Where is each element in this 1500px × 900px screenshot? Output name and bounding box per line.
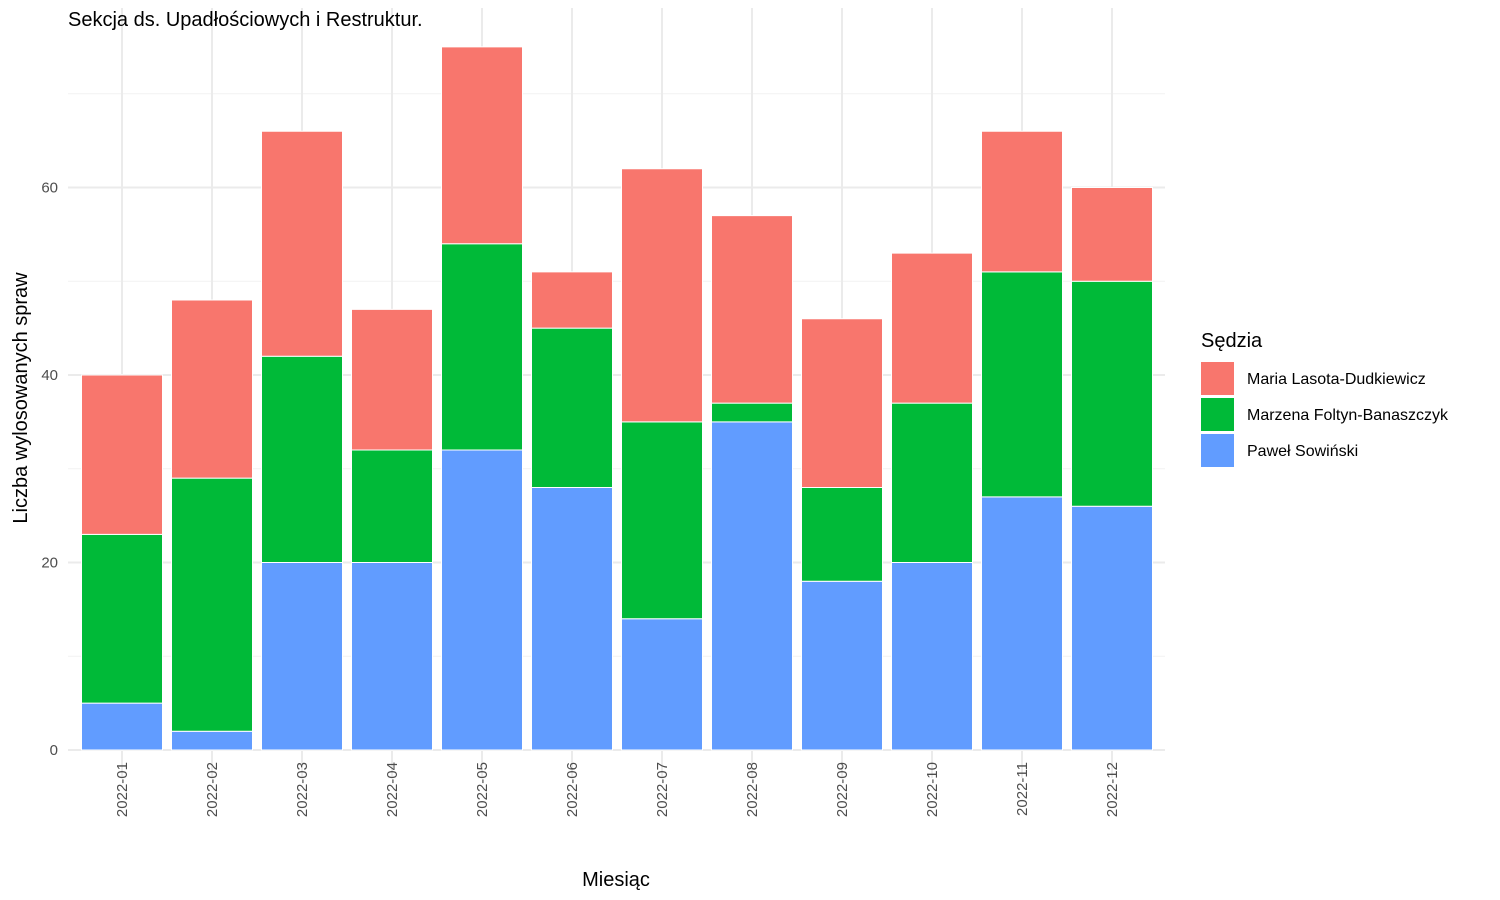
x-tick-label: 2022-02 <box>204 762 221 817</box>
y-axis-title: Liczba wylosowanych spraw <box>10 272 32 524</box>
x-axis-title: Miesiąc <box>582 869 650 891</box>
x-tick-label: 2022-01 <box>114 762 131 817</box>
bar-segment <box>171 299 253 479</box>
bar-segment <box>441 243 523 451</box>
legend-items: Maria Lasota-Dudkiewicz Marzena Foltyn-Ba… <box>1201 362 1449 467</box>
legend-label: Marzena Foltyn-Banaszczyk <box>1247 407 1449 424</box>
x-tick-label: 2022-06 <box>564 762 581 817</box>
bar-segment <box>891 402 973 563</box>
legend: Sędzia Maria Lasota-Dudkiewicz Marzena Fo… <box>1201 330 1449 467</box>
bar-segment <box>531 327 613 488</box>
x-tick-label: 2022-08 <box>744 762 761 817</box>
y-tick-label: 60 <box>41 180 58 197</box>
bar-segment <box>711 421 793 751</box>
bar-segment <box>621 421 703 620</box>
bar-segment <box>531 271 613 329</box>
bar-segment <box>801 318 883 488</box>
bar-segment <box>261 130 343 357</box>
bar-segment <box>1071 187 1153 282</box>
bar-segment <box>1071 505 1153 751</box>
bar-segment <box>1071 280 1153 507</box>
bar-segment <box>351 449 433 563</box>
bar-segment <box>801 580 883 751</box>
bars-layer <box>81 46 1153 751</box>
x-tick-label: 2022-04 <box>384 762 401 817</box>
chart-title: Sekcja ds. Upadłościowych i Restruktur. <box>68 9 423 31</box>
x-tick-label: 2022-09 <box>834 762 851 817</box>
legend-title: Sędzia <box>1201 330 1263 352</box>
bar-segment <box>261 562 343 751</box>
bar-segment <box>981 271 1063 498</box>
bar-segment <box>351 308 433 451</box>
bar-segment <box>441 449 523 751</box>
y-tick-label: 0 <box>50 742 58 759</box>
bar-segment <box>81 702 163 751</box>
bar-segment <box>711 402 793 423</box>
bar-segment <box>81 374 163 535</box>
legend-swatch <box>1201 398 1234 431</box>
legend-swatch <box>1201 434 1234 467</box>
bar-segment <box>981 130 1063 273</box>
bar-segment <box>531 487 613 751</box>
legend-swatch <box>1201 362 1234 395</box>
x-tick-label: 2022-10 <box>924 762 941 817</box>
legend-label: Maria Lasota-Dudkiewicz <box>1247 371 1426 388</box>
x-tick-label: 2022-11 <box>1014 762 1031 816</box>
x-tick-label: 2022-12 <box>1104 762 1121 817</box>
bar-segment <box>171 730 253 751</box>
bar-segment <box>351 562 433 751</box>
x-tick-label: 2022-05 <box>474 762 491 817</box>
bar-segment <box>621 618 703 751</box>
x-tick-label: 2022-03 <box>294 762 311 817</box>
y-tick-label: 20 <box>41 555 58 572</box>
bar-segment <box>81 533 163 704</box>
x-axis-ticks: 2022-01 2022-02 2022-03 2022-04 2022-05 2022-… <box>114 762 1121 817</box>
bar-segment <box>621 168 703 423</box>
x-tick-label: 2022-07 <box>654 762 671 817</box>
y-axis-ticks: 0 20 40 60 <box>41 180 58 760</box>
legend-label: Paweł Sowiński <box>1247 443 1358 460</box>
y-tick-label: 40 <box>41 367 58 384</box>
bar-segment <box>891 562 973 751</box>
bar-segment <box>711 215 793 404</box>
bar-segment <box>891 252 973 404</box>
bar-segment <box>801 487 883 582</box>
bar-segment <box>441 46 523 245</box>
bar-segment <box>261 355 343 563</box>
bar-segment <box>981 496 1063 751</box>
bar-segment <box>171 477 253 732</box>
